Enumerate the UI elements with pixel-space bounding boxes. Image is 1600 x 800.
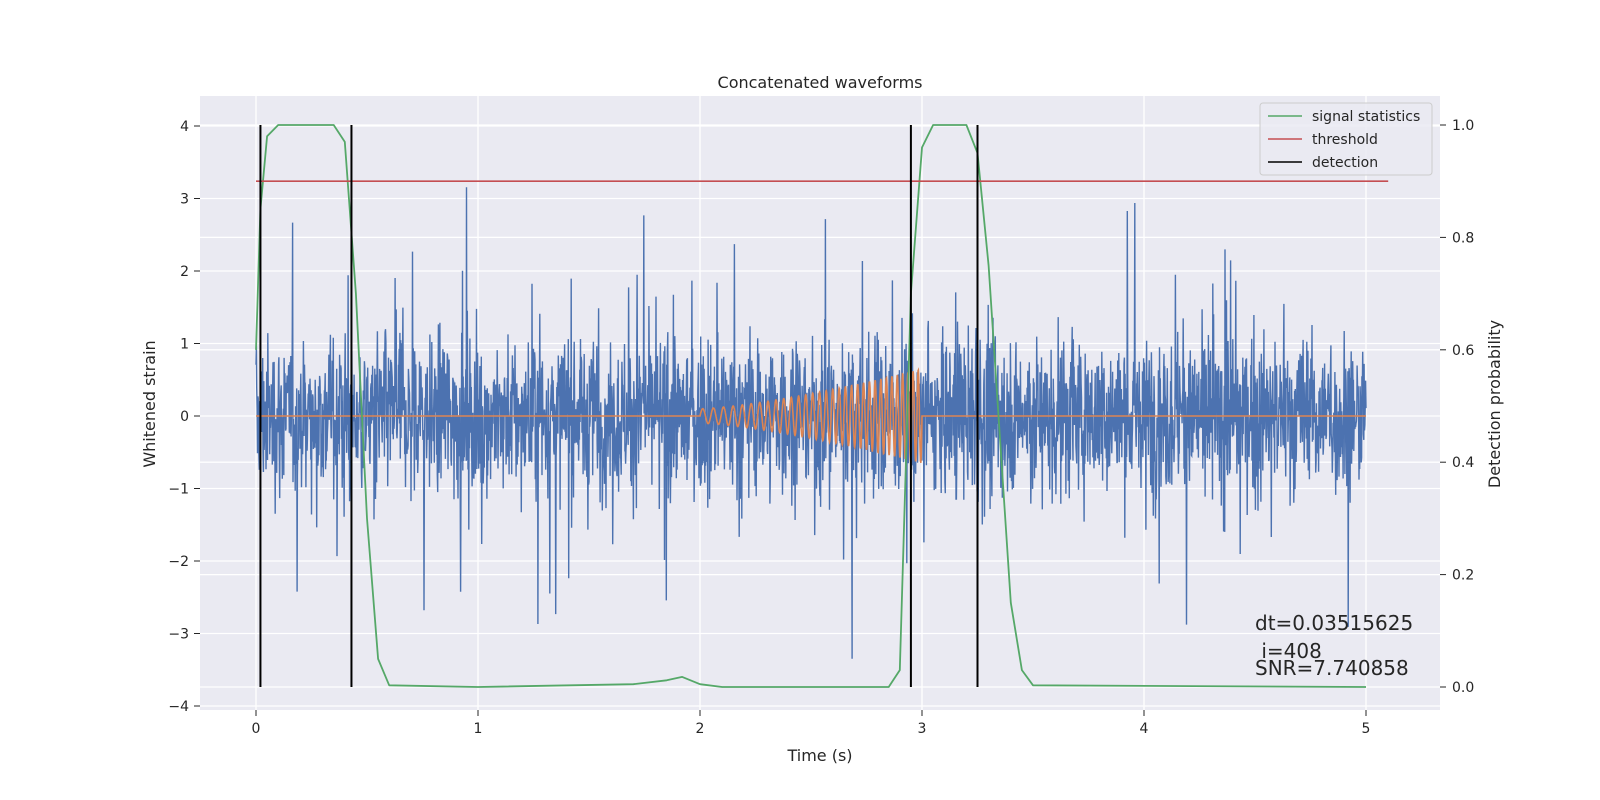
- chart-title: Concatenated waveforms: [718, 73, 923, 92]
- annotation-snr: SNR=7.740858: [1255, 656, 1409, 680]
- x-axis-label: Time (s): [786, 746, 852, 765]
- detection-series: [259, 125, 979, 687]
- y-tick-label: −1: [168, 482, 189, 498]
- y-tick-label: 3: [180, 192, 189, 208]
- y2-tick-label: 1.0: [1452, 118, 1474, 134]
- signal-statistics-series: [255, 124, 1367, 688]
- x-tick-label: 5: [1362, 721, 1371, 737]
- y-tick-label: 1: [180, 337, 189, 353]
- x-tick-label: 4: [1140, 721, 1149, 737]
- annotation-index: i=408: [1255, 639, 1322, 663]
- legend-label-detection: detection: [1312, 155, 1378, 171]
- y-axis-label: Whitened strain: [140, 340, 159, 467]
- y2-tick-label: 0.6: [1452, 343, 1474, 359]
- x-tick-label: 1: [474, 721, 483, 737]
- y2-tick-label: 0.8: [1452, 230, 1474, 246]
- x-tick-label: 3: [918, 721, 927, 737]
- legend-label-signal-statistics: signal statistics: [1312, 109, 1420, 125]
- y2-tick-label: 0.4: [1452, 455, 1474, 471]
- legend-box: [1259, 102, 1433, 176]
- chirp-waveform-line: [256, 367, 1366, 464]
- y2-axis-label: Detection probability: [1485, 320, 1504, 488]
- x-tick-label: 2: [696, 721, 705, 737]
- y-tick-label: −2: [168, 554, 189, 570]
- x-tick-label: 0: [252, 721, 261, 737]
- chirp-series: [256, 367, 1366, 464]
- signal-statistics-line: [255, 124, 1367, 688]
- y2-tick-label: 0.2: [1452, 568, 1474, 584]
- strain-noise-line: [255, 187, 1367, 659]
- annotation-dt: dt=0.03515625: [1255, 611, 1413, 635]
- y-tick-label: 4: [180, 119, 189, 135]
- y-tick-label: −4: [168, 699, 189, 715]
- y-tick-label: 2: [180, 264, 189, 280]
- axis-ticks: 0 1 2 3 4 5 −4 −3 −2 −1 0 1 2 3 4 0.0 0.2 0.4 0.6 0.8 1.0: [168, 118, 1474, 737]
- noise-series: [255, 187, 1367, 659]
- y2-tick-label: 0.0: [1452, 680, 1474, 696]
- legend-label-threshold: threshold: [1312, 132, 1378, 148]
- y-tick-label: −3: [168, 627, 189, 643]
- y-tick-label: 0: [180, 409, 189, 425]
- legend: signal statistics threshold detection: [1259, 102, 1433, 176]
